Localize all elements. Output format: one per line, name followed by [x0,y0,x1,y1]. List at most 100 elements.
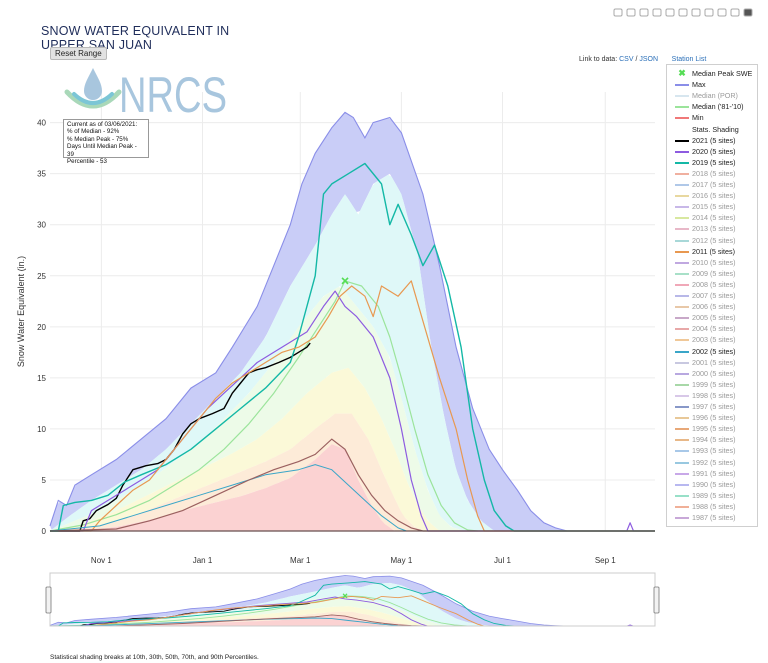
legend-label: 2002 (5 sites) [692,346,736,356]
legend-label: 2008 (5 sites) [692,279,736,289]
legend-item[interactable]: 1998 (5 sites) [667,390,759,401]
legend-label: 1987 (5 sites) [692,513,736,522]
legend-item[interactable]: 2015 (5 sites) [667,201,759,212]
lasso-icon[interactable] [665,8,675,17]
station-list-link[interactable]: Station List [671,56,707,63]
footer-note: Statistical shading breaks at 10th, 30th… [50,654,259,661]
legend-label: 2021 (5 sites) [692,135,736,145]
legend-swatch [675,239,689,242]
spike-lines-icon[interactable] [730,8,740,17]
csv-link[interactable]: CSV [619,56,634,63]
legend-item[interactable]: Stats. Shading [667,124,759,135]
legend-item[interactable]: 2013 (5 sites) [667,223,759,234]
legend-item[interactable]: 2011 (5 sites) [667,246,759,257]
legend-swatch [675,383,689,386]
range-handle-right[interactable] [653,586,660,614]
legend-item[interactable]: 2005 (5 sites) [667,312,759,323]
legend-label: 1996 (5 sites) [692,413,736,423]
legend-swatch [675,494,689,497]
legend-item[interactable]: 1996 (5 sites) [667,412,759,423]
legend-item[interactable]: 1992 (5 sites) [667,457,759,468]
legend-item[interactable]: 2010 (5 sites) [667,257,759,268]
legend-item[interactable]: 1991 (5 sites) [667,468,759,479]
nrcs-logo: NRCS [64,67,227,123]
legend-item[interactable]: 2019 (5 sites) [667,157,759,168]
pan-icon[interactable] [639,8,649,17]
legend-label: 2013 (5 sites) [692,224,736,234]
plot-modebar [612,6,760,20]
series-2002-5-sites [49,464,655,532]
legend-item[interactable]: 2007 (5 sites) [667,290,759,301]
legend-item[interactable]: 2016 (5 sites) [667,190,759,201]
legend-item[interactable]: 1989 (5 sites) [667,490,759,501]
legend-item[interactable]: Min [667,112,759,123]
band-50th-70th [50,287,655,531]
legend-item[interactable]: 1987 (5 sites) [667,512,759,523]
legend-item[interactable]: 2017 (5 sites) [667,179,759,190]
legend-item[interactable]: 2008 (5 sites) [667,279,759,290]
legend-item[interactable]: Max [667,79,759,90]
mini-peak-b [342,593,348,599]
logo-swoosh-inner [72,92,114,105]
legend-swatch [675,417,689,420]
legend-item[interactable]: 2006 (5 sites) [667,301,759,312]
json-link[interactable]: JSON [639,56,659,63]
legend-swatch [675,206,689,209]
box-select-icon[interactable] [652,8,662,17]
legend-swatch [675,317,689,320]
legend-item[interactable]: Median ('81-'10) [667,101,759,112]
camera-icon[interactable] [613,8,623,17]
legend-item[interactable]: ✖ Median Peak SWE [667,68,759,79]
legend-item[interactable]: 2012 (5 sites) [667,235,759,246]
water-drop-icon [84,68,102,100]
series-2011-5-sites [50,280,655,532]
mini-series [50,581,655,627]
legend-item[interactable]: 2003 (5 sites) [667,334,759,345]
legend-item[interactable]: 1993 (5 sites) [667,445,759,456]
legend-label: 2003 (5 sites) [692,335,736,345]
zoom-out-icon[interactable] [691,8,701,17]
legend-item[interactable]: 2000 (5 sites) [667,368,759,379]
legend-label: Max [692,80,706,90]
compare-icon[interactable] [743,8,753,17]
legend-item[interactable]: 2021 (5 sites) [667,135,759,146]
legend-label: 2004 (5 sites) [692,324,736,334]
legend-item[interactable]: 2014 (5 sites) [667,212,759,223]
legend-item[interactable]: 1997 (5 sites) [667,401,759,412]
mini-band [50,596,655,626]
legend-label: 2019 (5 sites) [692,157,736,167]
legend-item[interactable]: 1999 (5 sites) [667,379,759,390]
legend-item[interactable]: 2018 (5 sites) [667,168,759,179]
legend-item[interactable]: Median (POR) [667,90,759,101]
series-2021-5-sites [50,342,311,532]
legend-swatch [675,217,689,220]
y-tick-label: 30 [37,221,46,230]
x-tick-label: Mar 1 [290,556,311,565]
y-axis-title: Snow Water Equivalent (in.) [16,256,26,367]
legend-item[interactable]: 2004 (5 sites) [667,323,759,334]
legend-item[interactable]: 2020 (5 sites) [667,146,759,157]
autoscale-icon[interactable] [704,8,714,17]
zoom-icon[interactable] [626,8,636,17]
legend-item[interactable]: 1994 (5 sites) [667,434,759,445]
reset-axes-icon[interactable] [717,8,727,17]
legend-item[interactable]: 2002 (5 sites) [667,346,759,357]
mini-series [49,617,655,627]
logo-text: NRCS [119,67,227,123]
zoom-in-icon[interactable] [678,8,688,17]
legend-swatch [675,406,689,408]
legend-item[interactable]: 1988 (5 sites) [667,501,759,512]
legend-label: 1991 (5 sites) [692,468,736,478]
range-handle-left[interactable] [45,586,52,614]
y-tick-label: 10 [37,425,46,434]
legend-swatch [675,261,689,264]
legend-item[interactable]: 1990 (5 sites) [667,479,759,490]
legend-swatch [675,106,689,109]
legend-item[interactable]: 2001 (5 sites) [667,357,759,368]
median-peak-x-b [341,277,349,285]
reset-range-button[interactable]: Reset Range [50,47,107,60]
legend-item[interactable]: 1995 (5 sites) [667,423,759,434]
mini-max-line [49,575,655,627]
legend-item[interactable]: 2009 (5 sites) [667,268,759,279]
legend-swatch [675,161,689,164]
